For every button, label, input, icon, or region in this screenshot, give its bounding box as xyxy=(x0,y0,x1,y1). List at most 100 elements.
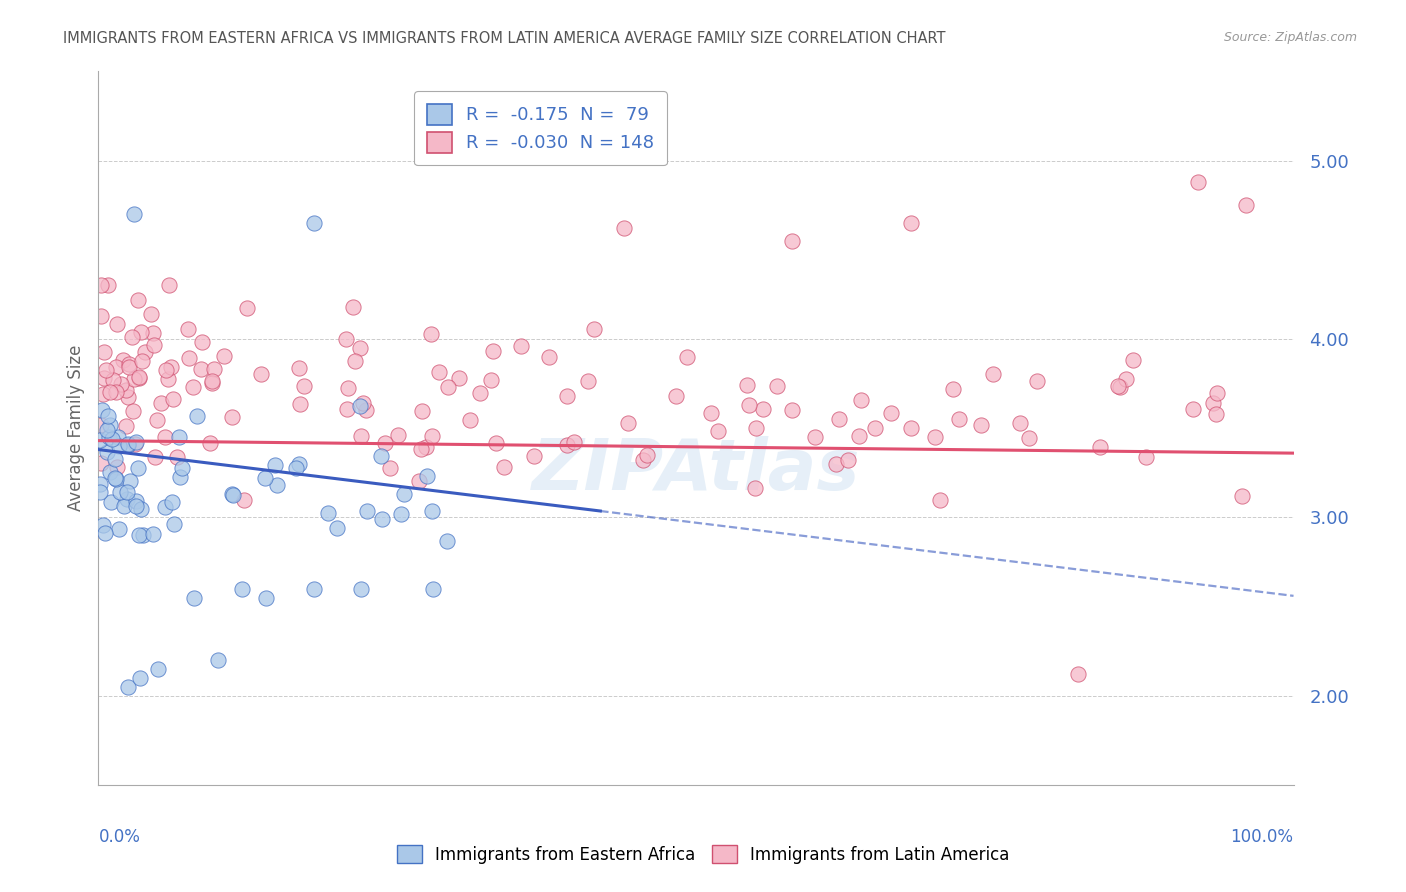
Point xyxy=(93,344,115,359)
Point xyxy=(737,377,759,392)
Point xyxy=(349,399,371,413)
Point xyxy=(90,278,112,293)
Point xyxy=(665,388,688,402)
Point xyxy=(108,522,131,536)
Point xyxy=(115,419,138,434)
Point xyxy=(110,376,132,391)
Point xyxy=(1107,379,1129,393)
Point xyxy=(90,403,112,417)
Point xyxy=(148,662,170,676)
Point xyxy=(420,504,443,518)
Point xyxy=(162,517,184,532)
Point xyxy=(613,221,636,235)
Point xyxy=(104,385,127,400)
Point xyxy=(707,424,730,438)
Point xyxy=(562,435,585,450)
Point xyxy=(1135,450,1157,465)
Point xyxy=(121,329,143,343)
Point xyxy=(105,359,128,374)
Point xyxy=(752,401,775,416)
Point xyxy=(389,507,412,521)
Point xyxy=(422,582,444,596)
Point xyxy=(437,380,460,394)
Point xyxy=(409,442,432,457)
Point xyxy=(221,487,243,501)
Point xyxy=(292,379,315,393)
Point xyxy=(100,495,122,509)
Point xyxy=(482,343,505,358)
Point xyxy=(419,327,441,342)
Point xyxy=(1122,352,1144,367)
Point xyxy=(105,472,128,486)
Point xyxy=(98,384,121,399)
Point xyxy=(1205,407,1227,421)
Point xyxy=(100,432,122,446)
Text: 0.0%: 0.0% xyxy=(98,828,141,846)
Point xyxy=(97,409,120,423)
Point xyxy=(942,382,965,396)
Point xyxy=(190,361,212,376)
Point xyxy=(179,351,201,365)
Point xyxy=(117,437,139,451)
Point xyxy=(121,404,143,418)
Y-axis label: Average Family Size: Average Family Size xyxy=(66,345,84,511)
Point xyxy=(1205,386,1227,401)
Point xyxy=(1201,396,1223,410)
Point xyxy=(302,582,325,596)
Point xyxy=(436,534,458,549)
Point xyxy=(141,307,163,321)
Point xyxy=(181,380,204,394)
Point xyxy=(89,477,111,491)
Point xyxy=(636,448,658,462)
Point xyxy=(127,293,149,307)
Point xyxy=(142,338,165,352)
Point xyxy=(128,369,150,384)
Point xyxy=(96,423,118,437)
Point xyxy=(107,459,129,474)
Point xyxy=(408,475,430,489)
Point xyxy=(131,354,153,368)
Point xyxy=(387,428,409,442)
Point xyxy=(848,429,870,443)
Point xyxy=(411,404,433,418)
Point xyxy=(288,397,311,411)
Point xyxy=(676,351,699,365)
Point xyxy=(744,481,766,495)
Point xyxy=(447,371,470,385)
Point xyxy=(460,413,482,427)
Point xyxy=(924,430,946,444)
Point xyxy=(125,493,148,508)
Point xyxy=(89,484,111,499)
Point xyxy=(96,445,118,459)
Point xyxy=(202,361,225,376)
Point xyxy=(335,332,357,346)
Point xyxy=(103,471,125,485)
Point xyxy=(191,334,214,349)
Point xyxy=(1109,380,1132,394)
Point xyxy=(124,207,146,221)
Point xyxy=(337,381,360,395)
Point xyxy=(212,349,235,363)
Point xyxy=(115,383,138,397)
Point xyxy=(162,392,184,407)
Point xyxy=(484,436,506,450)
Point xyxy=(94,363,117,377)
Point xyxy=(617,416,640,430)
Point xyxy=(287,360,309,375)
Point xyxy=(118,358,141,372)
Point xyxy=(233,492,256,507)
Point xyxy=(157,278,180,293)
Point xyxy=(117,390,139,404)
Point xyxy=(374,435,396,450)
Point xyxy=(427,365,450,379)
Text: 100.0%: 100.0% xyxy=(1230,828,1294,846)
Point xyxy=(336,402,359,417)
Point xyxy=(201,375,224,389)
Point xyxy=(302,216,325,230)
Point xyxy=(207,653,229,667)
Point xyxy=(97,278,120,293)
Point xyxy=(183,591,205,605)
Point xyxy=(91,517,114,532)
Point xyxy=(849,392,872,407)
Point xyxy=(837,453,859,467)
